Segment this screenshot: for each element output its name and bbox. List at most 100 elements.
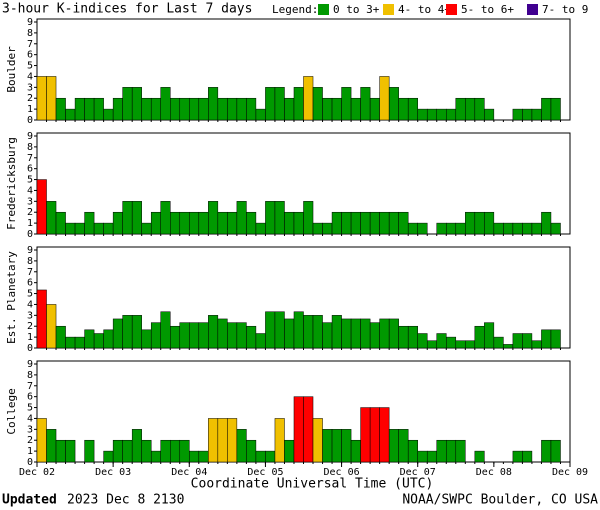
bar (293, 311, 304, 349)
bar (55, 325, 66, 349)
bar (474, 97, 485, 121)
bar (103, 222, 114, 235)
bar (141, 222, 152, 235)
bar (407, 325, 418, 349)
bar (341, 429, 352, 463)
bar (150, 450, 161, 463)
bar (179, 439, 190, 463)
bar (246, 211, 257, 235)
bar (474, 325, 485, 349)
bar (265, 311, 276, 349)
bar (331, 211, 342, 235)
y-tick-label: 8 (27, 256, 33, 267)
bar (303, 396, 314, 463)
y-tick-label: 2 (27, 207, 33, 218)
bar (160, 311, 171, 349)
y-tick-label: 9 (27, 359, 33, 370)
x-tick-label: Dec 02 (19, 467, 55, 478)
y-tick-label: 6 (27, 278, 33, 289)
y-tick-label: 2 (27, 93, 33, 104)
y-tick-label: 6 (27, 50, 33, 61)
x-tick-label: Dec 09 (552, 467, 588, 478)
y-tick-label: 0 (27, 115, 33, 126)
bar (141, 97, 152, 121)
x-axis-label: Coordinate Universal Time (UTC) (191, 477, 434, 492)
y-tick-label: 3 (27, 424, 33, 435)
bar (293, 396, 304, 463)
bar (426, 450, 438, 463)
credit: NOAA/SWPC Boulder, CO USA (402, 493, 598, 508)
bar (550, 97, 561, 121)
bar (550, 222, 561, 235)
bar (512, 222, 523, 235)
bar (446, 439, 457, 463)
bar (46, 429, 57, 463)
bar (398, 325, 409, 349)
bar (179, 211, 190, 235)
bar (93, 333, 104, 349)
bar (284, 318, 295, 349)
legend-swatch (383, 4, 394, 15)
bar (36, 179, 47, 235)
y-tick-label: 3 (27, 310, 33, 321)
bar (484, 322, 495, 349)
y-tick-label: 7 (27, 267, 33, 278)
bar (484, 211, 495, 235)
bar (246, 325, 257, 349)
y-tick-label: 8 (27, 370, 33, 381)
bar (303, 315, 314, 349)
bar (55, 97, 66, 121)
y-tick-label: 4 (27, 413, 33, 424)
y-tick-label: 0 (27, 457, 33, 468)
bar (341, 211, 352, 235)
bar (417, 108, 428, 121)
bar (84, 97, 95, 121)
bar (131, 201, 142, 235)
bar (360, 211, 371, 235)
bar (131, 87, 142, 121)
y-axis-label: Fredericksburg (5, 137, 18, 230)
bar (350, 439, 361, 463)
bar (255, 108, 266, 121)
y-tick-label: 1 (27, 446, 33, 457)
bar (303, 201, 314, 235)
bar (512, 450, 523, 463)
legend-entry: 7- to 9 (542, 3, 588, 16)
bar (503, 344, 514, 349)
bar (65, 108, 76, 121)
bar (103, 329, 114, 349)
bar (493, 336, 504, 349)
bar (131, 429, 142, 463)
bar (284, 211, 295, 235)
bar (84, 329, 95, 349)
bar (503, 222, 514, 235)
bar (36, 418, 47, 463)
bar (360, 407, 371, 463)
bar (379, 76, 390, 121)
bar (189, 450, 200, 463)
bar (160, 201, 171, 235)
bar (293, 211, 304, 235)
bar (112, 97, 123, 121)
bar (369, 322, 380, 349)
bar (141, 329, 152, 349)
bar (150, 322, 161, 349)
y-tick-label: 6 (27, 392, 33, 403)
x-tick-label: Dec 05 (247, 467, 283, 478)
bar (208, 201, 219, 235)
legend-entry: 5- to 6+ (461, 3, 514, 16)
bar (265, 450, 276, 463)
bar (426, 108, 438, 121)
bar (303, 76, 314, 121)
bar (465, 211, 476, 235)
bar (417, 222, 428, 235)
bar (150, 211, 161, 235)
x-tick-label: Dec 08 (476, 467, 512, 478)
bar (331, 429, 342, 463)
bar (512, 333, 523, 349)
bar (522, 333, 533, 349)
y-tick-label: 7 (27, 39, 33, 50)
bar (274, 201, 285, 235)
bar (227, 322, 238, 349)
bar (436, 222, 447, 235)
